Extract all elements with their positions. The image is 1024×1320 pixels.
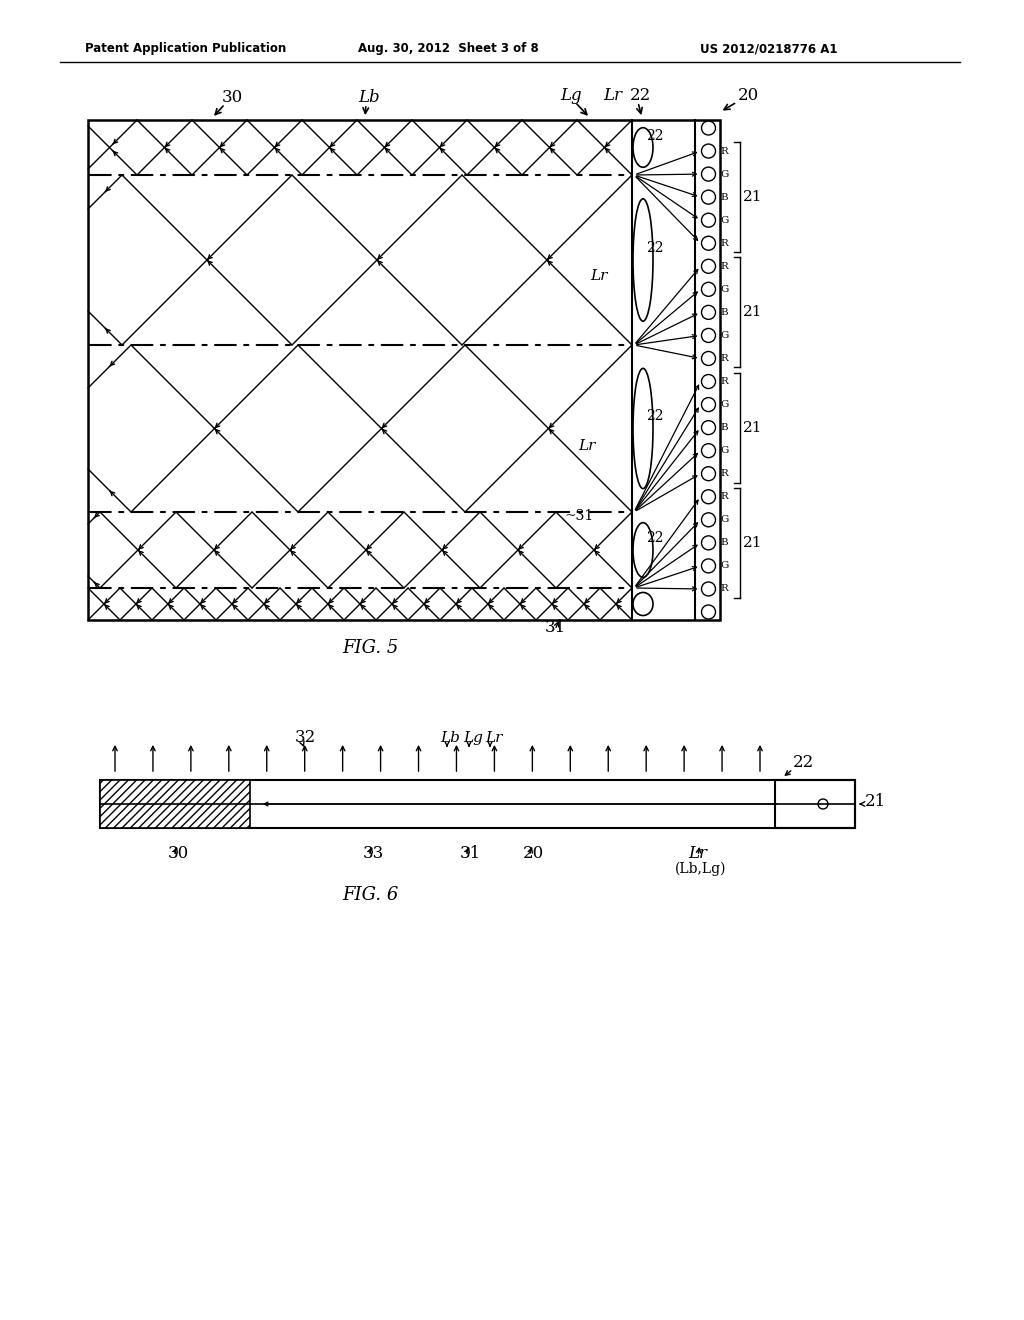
- Text: 22: 22: [646, 409, 664, 424]
- Text: Lg: Lg: [560, 87, 582, 104]
- Text: R: R: [721, 147, 728, 156]
- Text: (Lb,Lg): (Lb,Lg): [675, 862, 726, 876]
- Text: 21: 21: [742, 305, 762, 319]
- Text: G: G: [721, 446, 729, 455]
- Text: Lr: Lr: [590, 269, 607, 282]
- Text: ~31: ~31: [564, 510, 593, 523]
- Text: 21: 21: [865, 793, 886, 810]
- Text: US 2012/0218776 A1: US 2012/0218776 A1: [700, 42, 838, 55]
- Text: Lb: Lb: [440, 731, 460, 744]
- Text: B: B: [721, 308, 728, 317]
- Text: 21: 21: [742, 190, 762, 205]
- Text: 21: 21: [742, 421, 762, 434]
- Text: Lr: Lr: [485, 731, 503, 744]
- Text: B: B: [721, 193, 728, 202]
- Text: 31: 31: [545, 619, 566, 636]
- Text: 22: 22: [646, 242, 664, 255]
- Text: B: B: [721, 424, 728, 432]
- Text: 30: 30: [168, 845, 189, 862]
- Text: 30: 30: [222, 88, 244, 106]
- Text: 20: 20: [738, 87, 759, 104]
- Text: Patent Application Publication: Patent Application Publication: [85, 42, 287, 55]
- Text: R: R: [721, 585, 728, 594]
- Text: 22: 22: [646, 531, 664, 545]
- Text: R: R: [721, 239, 728, 248]
- Text: G: G: [721, 400, 729, 409]
- Bar: [100, 780, 250, 828]
- Text: Lr: Lr: [688, 845, 707, 862]
- Text: R: R: [721, 492, 728, 502]
- Text: FIG. 5: FIG. 5: [342, 639, 398, 657]
- Bar: [775, 780, 855, 828]
- Text: G: G: [721, 515, 729, 524]
- Text: 21: 21: [742, 536, 762, 550]
- Text: R: R: [721, 378, 728, 385]
- Text: R: R: [721, 469, 728, 478]
- Text: G: G: [721, 169, 729, 178]
- Bar: [100, 780, 855, 828]
- Text: 20: 20: [523, 845, 544, 862]
- Text: FIG. 6: FIG. 6: [342, 886, 398, 904]
- Bar: [88, 120, 720, 620]
- Text: R: R: [721, 354, 728, 363]
- Text: Lr: Lr: [578, 440, 595, 453]
- Text: 22: 22: [793, 754, 814, 771]
- Text: Lb: Lb: [358, 88, 380, 106]
- Text: Aug. 30, 2012  Sheet 3 of 8: Aug. 30, 2012 Sheet 3 of 8: [358, 42, 539, 55]
- Text: G: G: [721, 285, 729, 294]
- Text: G: G: [721, 561, 729, 570]
- Text: 22: 22: [630, 87, 651, 104]
- Text: 31: 31: [460, 845, 481, 862]
- Text: Lr: Lr: [603, 87, 622, 104]
- Text: R: R: [721, 261, 728, 271]
- Text: B: B: [721, 539, 728, 548]
- Text: 22: 22: [646, 128, 664, 143]
- Text: 33: 33: [362, 845, 384, 862]
- Text: Lg: Lg: [463, 731, 483, 744]
- Text: G: G: [721, 215, 729, 224]
- Text: G: G: [721, 331, 729, 341]
- Text: 32: 32: [295, 729, 316, 746]
